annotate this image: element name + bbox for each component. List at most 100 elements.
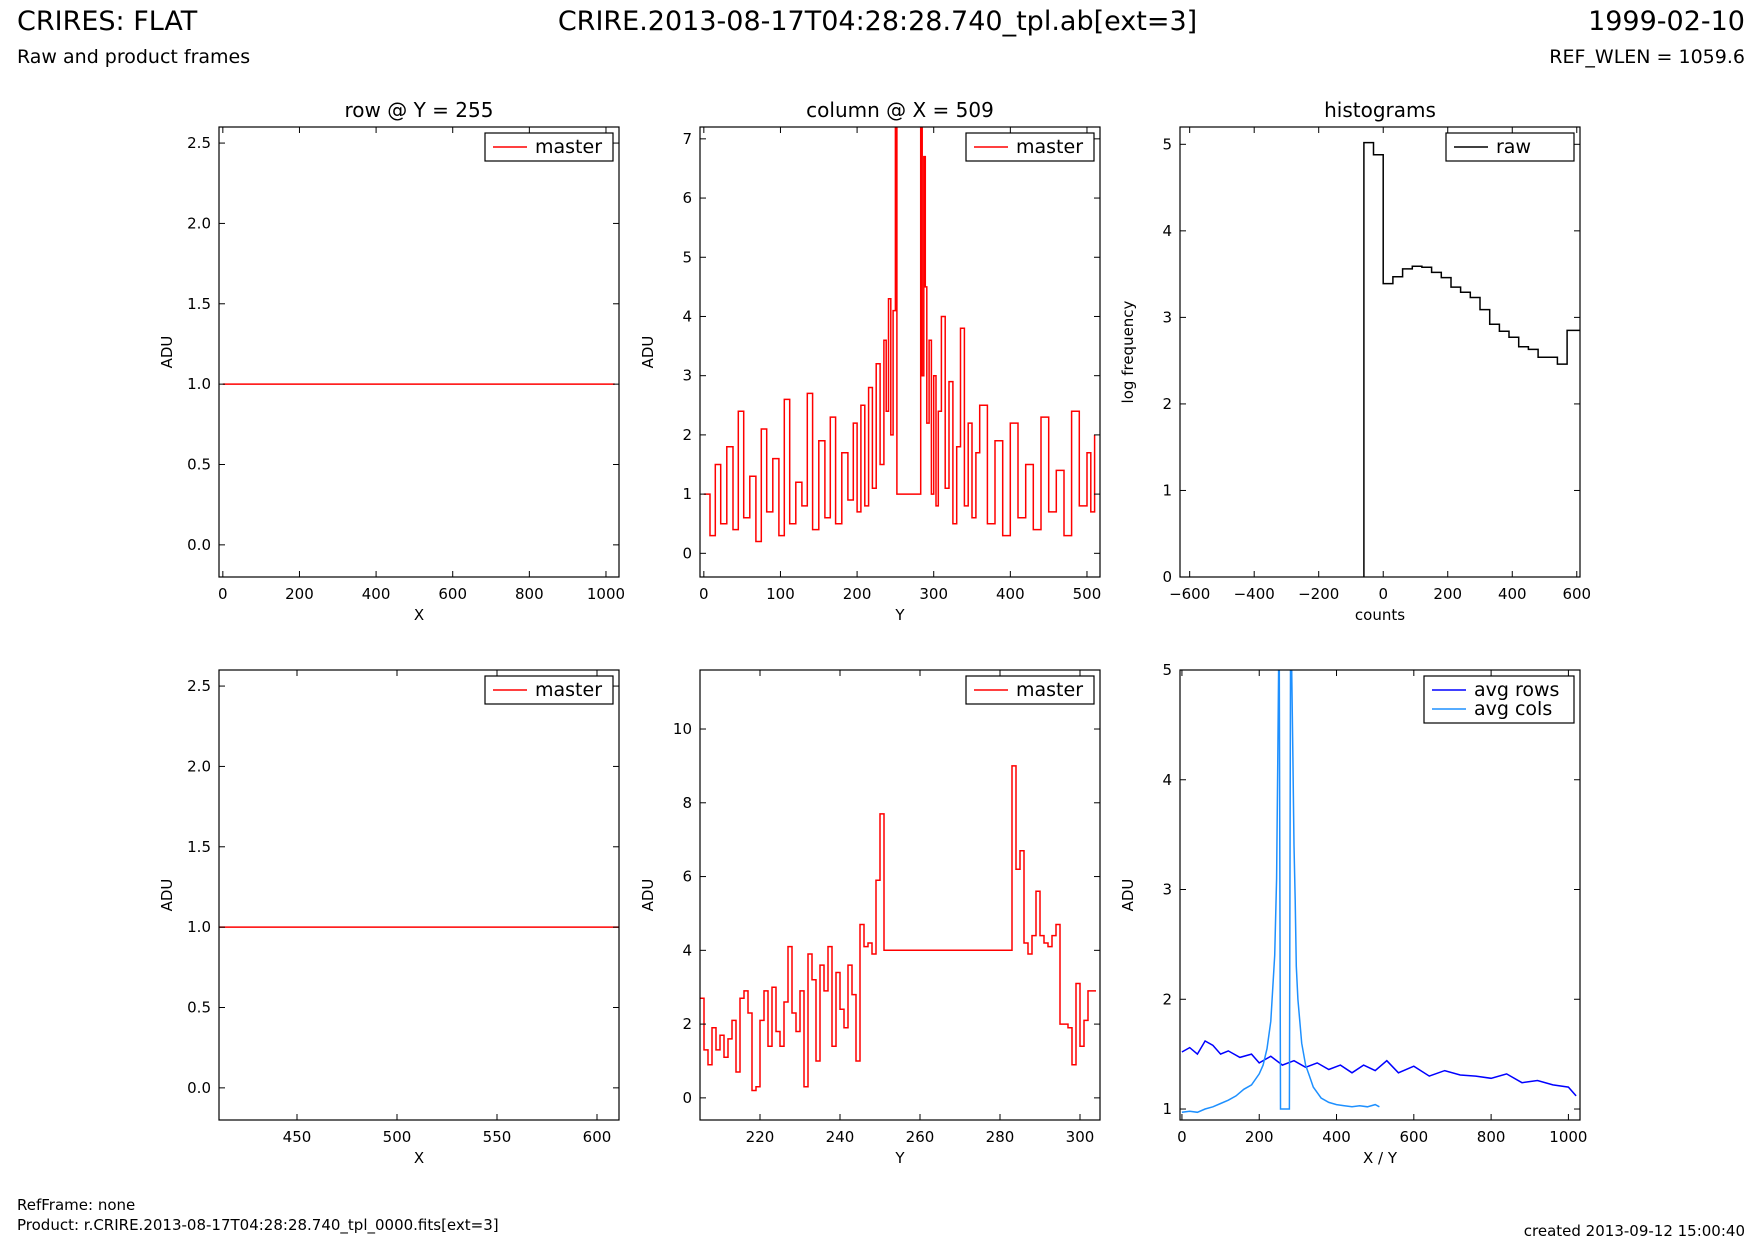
y-tick-label: 0.0 (187, 1079, 211, 1097)
x-tick-label: 220 (746, 1128, 775, 1146)
y-tick-label: 2.5 (187, 134, 211, 152)
y-tick-label: 2.0 (187, 757, 211, 775)
x-tick-label: 450 (283, 1128, 312, 1146)
panel-averages: 0 200 400 600 800 1000 1 2 3 4 5 X / Y ADU avg rowsav… (1119, 661, 1587, 1167)
x-tick-label: 400 (362, 585, 391, 603)
x-tick-label: 260 (906, 1128, 935, 1146)
y-tick-label: 0 (1162, 568, 1172, 586)
y-tick-label: 3 (1162, 881, 1172, 899)
legend-label: master (1016, 679, 1083, 701)
y-tick-label: 0.5 (187, 999, 211, 1017)
x-tick-label: 0 (699, 585, 709, 603)
y-tick-label: 0 (682, 1089, 692, 1107)
x-tick-label: 200 (285, 585, 314, 603)
panel-row-top: row @ Y = 255 0 200 400 600 800 1000 0.0 0.5 1.0 1… (158, 98, 625, 624)
y-tick-label: 10 (673, 720, 692, 738)
y-tick-label: 1.0 (187, 918, 211, 936)
y-axis-label: log frequency (1119, 300, 1137, 403)
x-tick-label: 600 (1562, 585, 1591, 603)
x-axis-label: counts (1355, 606, 1405, 624)
x-tick-label: 200 (1433, 585, 1462, 603)
legend-label: master (535, 679, 602, 701)
x-axis-label: Y (894, 606, 905, 624)
panel-histogram: histograms −600 −400 −200 0 200 400 600 0 1 2 3 4 5 co… (1119, 98, 1591, 624)
x-tick-label: 100 (766, 585, 795, 603)
legend-label: avg cols (1474, 698, 1552, 720)
plot-frame (218, 126, 620, 578)
series-line-raw (1363, 141, 1580, 577)
series-line-avg-rows (1181, 1039, 1577, 1097)
y-tick-label: 4 (1162, 222, 1172, 240)
legend-label: avg rows (1474, 679, 1559, 701)
y-tick-label: 5 (682, 248, 692, 266)
date-label: 1999-02-10 (1588, 6, 1745, 37)
x-tick-label: 600 (438, 585, 467, 603)
ref-wlen-label: REF_WLEN = 1059.6 (1549, 46, 1745, 68)
series-line-master (703, 127, 1096, 543)
x-axis-label: X / Y (1363, 1149, 1398, 1167)
y-tick-label: 1.5 (187, 295, 211, 313)
panel-column-bottom: 220 240 260 280 300 0 2 4 6 8 10 Y ADU master (639, 669, 1101, 1167)
y-tick-label: 8 (682, 794, 692, 812)
figure-title: CRIRES: FLAT (17, 6, 198, 37)
y-tick-label: 0 (682, 544, 692, 562)
figure-subtitle: Raw and product frames (17, 46, 251, 68)
x-tick-label: 500 (383, 1128, 412, 1146)
legend-box (484, 675, 614, 705)
y-tick-label: 3 (682, 367, 692, 385)
y-tick-label: 0.5 (187, 456, 211, 474)
y-tick-label: 7 (682, 130, 692, 148)
y-tick-label: 3 (1162, 308, 1172, 326)
x-tick-label: 550 (483, 1128, 512, 1146)
x-axis-label: Y (894, 1149, 905, 1167)
x-tick-label: 200 (843, 585, 872, 603)
x-tick-label: 300 (1066, 1128, 1095, 1146)
plot-frame (218, 669, 620, 1121)
x-tick-label: 280 (986, 1128, 1015, 1146)
x-tick-label: 200 (1245, 1128, 1274, 1146)
y-tick-label: 2 (1162, 395, 1172, 413)
panel-row-bottom: 450 500 550 600 0.0 0.5 1.0 1.5 2.0 2.5 X ADU master (158, 669, 620, 1167)
series-line-master (700, 765, 1096, 1092)
y-tick-label: 2 (682, 426, 692, 444)
x-tick-label: 400 (996, 585, 1025, 603)
x-axis-label: X (414, 606, 424, 624)
y-tick-label: 1 (1162, 481, 1172, 499)
y-axis-label: ADU (158, 879, 176, 912)
y-tick-label: 2.0 (187, 214, 211, 232)
y-tick-label: 4 (682, 941, 692, 959)
y-tick-label: 2 (682, 1015, 692, 1033)
x-tick-label: 240 (826, 1128, 855, 1146)
y-tick-label: 6 (682, 189, 692, 207)
x-tick-label: 400 (1498, 585, 1527, 603)
x-axis-label: X (414, 1149, 424, 1167)
series-line-avg-cols (1181, 670, 1380, 1114)
x-tick-label: 600 (1399, 1128, 1428, 1146)
y-tick-label: 5 (1162, 135, 1172, 153)
refframe-label: RefFrame: none (17, 1196, 136, 1214)
y-tick-label: 4 (1162, 771, 1172, 789)
legend-label: master (535, 136, 602, 158)
x-tick-label: 0 (1378, 585, 1388, 603)
x-tick-label: 400 (1322, 1128, 1351, 1146)
panel-title: row @ Y = 255 (345, 98, 494, 122)
file-name: CRIRE.2013-08-17T04:28:28.740_tpl.ab[ext… (557, 6, 1198, 37)
x-tick-label: −400 (1234, 585, 1275, 603)
panel-title: histograms (1324, 98, 1436, 122)
plot-frame (699, 126, 1101, 578)
x-tick-label: 0 (218, 585, 228, 603)
y-tick-label: 2.5 (187, 677, 211, 695)
x-tick-label: 1000 (587, 585, 625, 603)
x-tick-label: 500 (1073, 585, 1102, 603)
created-label: created 2013-09-12 15:00:40 (1523, 1222, 1745, 1240)
y-tick-label: 5 (1162, 661, 1172, 679)
y-tick-label: 1.0 (187, 375, 211, 393)
panel-column-top: column @ X = 509 0 100 200 300 400 500 0 1 2 3 4 5 6 7… (639, 98, 1101, 624)
plot-frame (1179, 126, 1581, 578)
x-tick-label: 0 (1177, 1128, 1187, 1146)
y-tick-label: 4 (682, 307, 692, 325)
x-tick-label: 1000 (1549, 1128, 1587, 1146)
legend-box (1423, 675, 1575, 724)
x-tick-label: 300 (919, 585, 948, 603)
